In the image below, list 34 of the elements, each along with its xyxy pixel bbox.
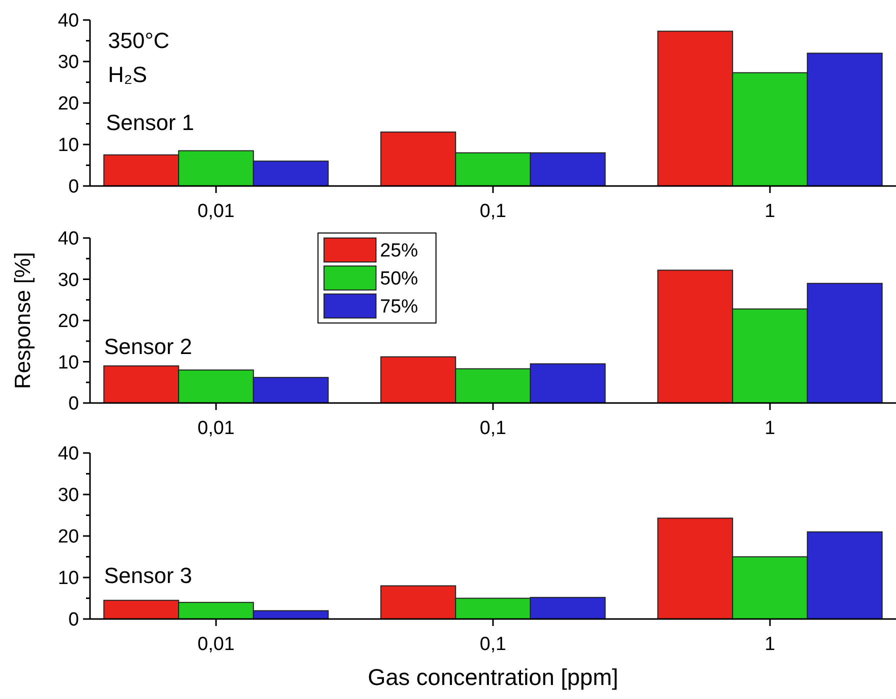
- x-tick-label: 0,1: [480, 201, 506, 222]
- y-tick-label: 30: [58, 485, 79, 506]
- y-tick-label: 30: [58, 52, 79, 74]
- annotation: Sensor 1: [106, 110, 194, 135]
- annotation: H₂S: [108, 62, 148, 87]
- y-axis-title: Response [%]: [10, 252, 35, 389]
- legend-label: 25%: [380, 240, 418, 262]
- x-tick-label: 1: [764, 418, 776, 439]
- y-tick-label: 20: [58, 311, 79, 332]
- x-tick-label: 0,01: [198, 201, 235, 222]
- y-tick-label: 40: [58, 444, 79, 465]
- y-tick-label: 20: [58, 526, 79, 548]
- legend-label: 75%: [380, 296, 418, 318]
- annotation: 350°C: [108, 28, 170, 53]
- x-tick-label: 0,1: [480, 634, 506, 655]
- x-tick-label: 0,01: [198, 634, 235, 655]
- y-tick-label: 0: [68, 394, 79, 415]
- y-tick-label: 0: [68, 176, 79, 198]
- x-tick-label: 0,01: [198, 418, 235, 439]
- y-tick-label: 0: [68, 610, 79, 631]
- y-tick-label: 10: [58, 568, 79, 590]
- x-tick-label: 0,1: [480, 418, 506, 439]
- legend-label: 50%: [380, 268, 418, 290]
- annotation: Sensor 3: [104, 563, 192, 588]
- x-axis-title: Gas concentration [ppm]: [368, 664, 618, 690]
- x-tick-label: 1: [764, 634, 776, 655]
- y-tick-label: 10: [58, 135, 79, 156]
- annotation: Sensor 2: [104, 334, 192, 359]
- y-tick-label: 40: [58, 228, 79, 250]
- x-tick-label: 1: [764, 201, 776, 222]
- y-tick-label: 40: [58, 10, 79, 32]
- y-tick-label: 10: [58, 352, 79, 374]
- y-tick-label: 30: [58, 270, 79, 291]
- y-tick-label: 20: [58, 94, 79, 115]
